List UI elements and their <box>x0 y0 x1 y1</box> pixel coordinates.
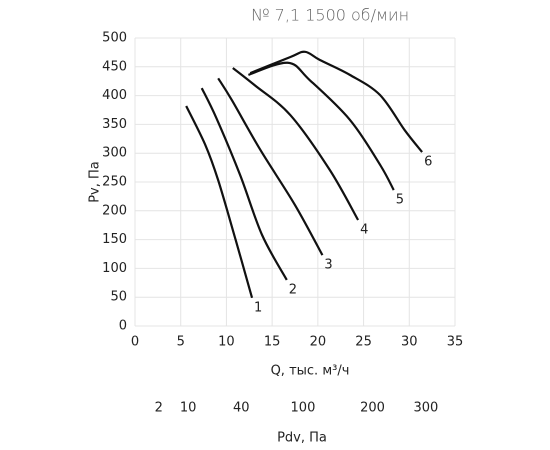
x-tick-label: 30 <box>401 335 418 350</box>
x2-tick-label: 40 <box>233 401 250 416</box>
x-tick-label: 5 <box>177 335 185 350</box>
y-tick-label: 100 <box>102 261 127 276</box>
x-tick-label: 25 <box>355 335 372 350</box>
x2-axis-label: Pdv, Па <box>277 431 327 446</box>
y-tick-label: 400 <box>102 88 127 103</box>
y-tick-label: 0 <box>119 319 127 334</box>
x-tick-label: 0 <box>131 335 139 350</box>
curve-label: 4 <box>360 223 368 238</box>
y-tick-label: 50 <box>110 290 127 305</box>
curve-label: 1 <box>254 300 262 315</box>
curve-label: 6 <box>424 155 432 170</box>
curve <box>248 61 395 191</box>
y-tick-label: 250 <box>102 175 127 190</box>
curve <box>232 67 360 221</box>
x-tick-label: 20 <box>310 335 327 350</box>
y-tick-label: 500 <box>102 31 127 46</box>
x2-tick-label: 100 <box>291 401 316 416</box>
curve-label: 3 <box>324 258 332 273</box>
curve <box>217 77 324 256</box>
chart-title: № 7,1 1500 об/мин <box>251 6 409 25</box>
x2-tick-label: 2 <box>155 401 163 416</box>
x-tick-label: 35 <box>447 335 464 350</box>
x-tick-label: 10 <box>218 335 235 350</box>
y-tick-label: 450 <box>102 59 127 74</box>
x-tick-label: 15 <box>264 335 281 350</box>
x-axis-label: Q, тыс. м³/ч <box>271 364 350 379</box>
y-tick-label: 200 <box>102 203 127 218</box>
curve <box>185 105 254 299</box>
x2-tick-label: 300 <box>413 401 438 416</box>
curve-label: 5 <box>396 193 404 208</box>
y-tick-label: 300 <box>102 146 127 161</box>
y-tick-label: 350 <box>102 117 127 132</box>
y-tick-label: 150 <box>102 232 127 247</box>
curve-label: 2 <box>289 282 297 297</box>
x2-tick-label: 200 <box>360 401 385 416</box>
curve <box>200 87 288 281</box>
y-axis-label: Pv, Па <box>88 161 103 203</box>
curve <box>249 50 423 153</box>
x2-tick-label: 10 <box>180 401 197 416</box>
